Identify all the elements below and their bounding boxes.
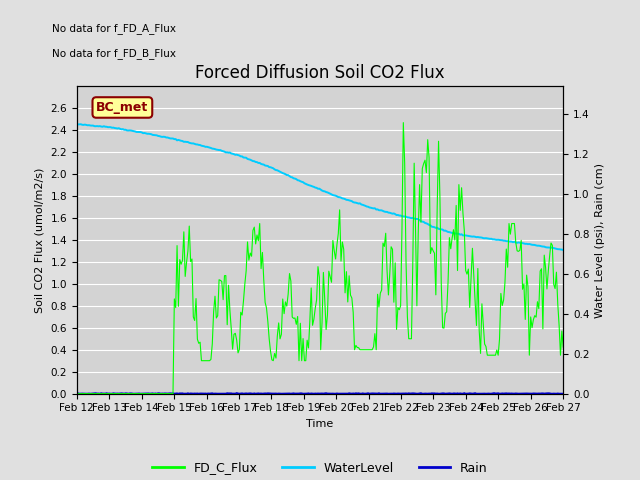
Y-axis label: Soil CO2 Flux (umol/m2/s): Soil CO2 Flux (umol/m2/s): [35, 168, 45, 312]
X-axis label: Time: Time: [307, 419, 333, 429]
Text: No data for f_FD_B_Flux: No data for f_FD_B_Flux: [52, 48, 177, 59]
Title: Forced Diffusion Soil CO2 Flux: Forced Diffusion Soil CO2 Flux: [195, 64, 445, 82]
Text: No data for f_FD_A_Flux: No data for f_FD_A_Flux: [52, 23, 177, 34]
Text: BC_met: BC_met: [96, 101, 148, 114]
Y-axis label: Water Level (psi), Rain (cm): Water Level (psi), Rain (cm): [595, 163, 605, 317]
Legend: FD_C_Flux, WaterLevel, Rain: FD_C_Flux, WaterLevel, Rain: [147, 456, 493, 480]
